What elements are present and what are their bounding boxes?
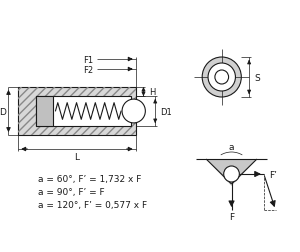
Text: F’: F’	[269, 170, 277, 179]
Bar	[18, 88, 136, 136]
Text: H: H	[149, 88, 156, 97]
Text: a = 120°, F’ = 0,577 x F: a = 120°, F’ = 0,577 x F	[38, 200, 147, 209]
Text: F: F	[229, 213, 234, 222]
Polygon shape	[198, 159, 265, 186]
Text: L: L	[74, 153, 80, 162]
Circle shape	[215, 71, 229, 85]
Text: a = 60°, F’ = 1,732 x F: a = 60°, F’ = 1,732 x F	[38, 174, 141, 183]
Circle shape	[208, 64, 236, 92]
Bar	[18, 88, 136, 136]
Circle shape	[122, 100, 145, 123]
Circle shape	[202, 58, 241, 98]
Bar	[36, 97, 131, 127]
Text: a: a	[229, 143, 234, 152]
Circle shape	[224, 166, 239, 182]
Text: a = 90°, F’ = F: a = 90°, F’ = F	[38, 187, 104, 196]
Text: S: S	[254, 73, 260, 82]
Text: F1: F1	[83, 55, 94, 64]
Text: D1: D1	[160, 107, 172, 116]
Bar	[36, 97, 53, 127]
Text: F2: F2	[83, 65, 94, 74]
Text: D: D	[0, 107, 6, 116]
